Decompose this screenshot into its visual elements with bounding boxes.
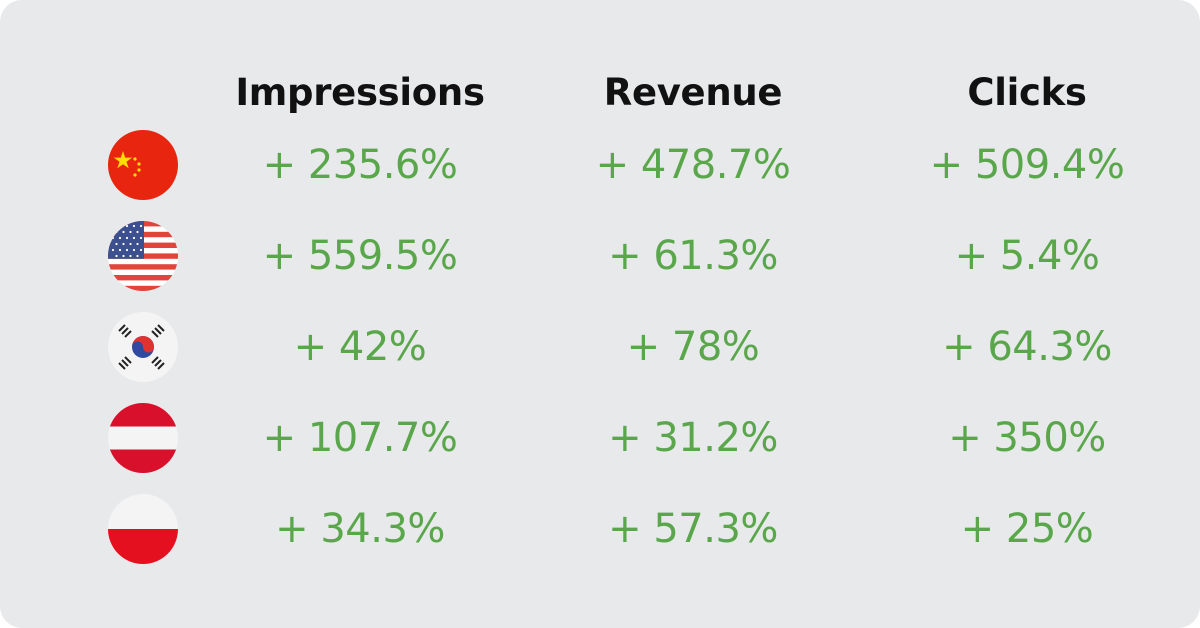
clicks-value: + 64.3% bbox=[942, 324, 1112, 370]
table-row: + 107.7% + 31.2% + 350% bbox=[0, 393, 1200, 483]
revenue-value: + 61.3% bbox=[608, 233, 778, 279]
table-row: + 34.3% + 57.3% + 25% bbox=[0, 484, 1200, 574]
table-row: + 559.5% + 61.3% + 5.4% bbox=[0, 211, 1200, 301]
clicks-value: + 509.4% bbox=[929, 142, 1125, 188]
south-korea-flag-icon bbox=[108, 312, 178, 382]
clicks-value: + 25% bbox=[960, 506, 1094, 552]
china-flag-icon bbox=[108, 130, 178, 200]
revenue-value: + 31.2% bbox=[608, 415, 778, 461]
poland-flag-icon bbox=[108, 494, 178, 564]
column-header-revenue: Revenue bbox=[603, 71, 783, 114]
clicks-value: + 350% bbox=[948, 415, 1106, 461]
usa-flag-icon bbox=[108, 221, 178, 291]
clicks-value: + 5.4% bbox=[954, 233, 1100, 279]
impressions-value: + 107.7% bbox=[262, 415, 458, 461]
table-row: + 235.6% + 478.7% + 509.4% bbox=[0, 120, 1200, 210]
revenue-value: + 78% bbox=[626, 324, 760, 370]
revenue-value: + 57.3% bbox=[608, 506, 778, 552]
column-header-impressions: Impressions bbox=[235, 71, 485, 114]
revenue-value: + 478.7% bbox=[595, 142, 791, 188]
column-header-clicks: Clicks bbox=[967, 71, 1087, 114]
table-row: + 42% + 78% + 64.3% bbox=[0, 302, 1200, 392]
impressions-value: + 559.5% bbox=[262, 233, 458, 279]
impressions-value: + 42% bbox=[293, 324, 427, 370]
impressions-value: + 34.3% bbox=[275, 506, 445, 552]
impressions-value: + 235.6% bbox=[262, 142, 458, 188]
austria-flag-icon bbox=[108, 403, 178, 473]
